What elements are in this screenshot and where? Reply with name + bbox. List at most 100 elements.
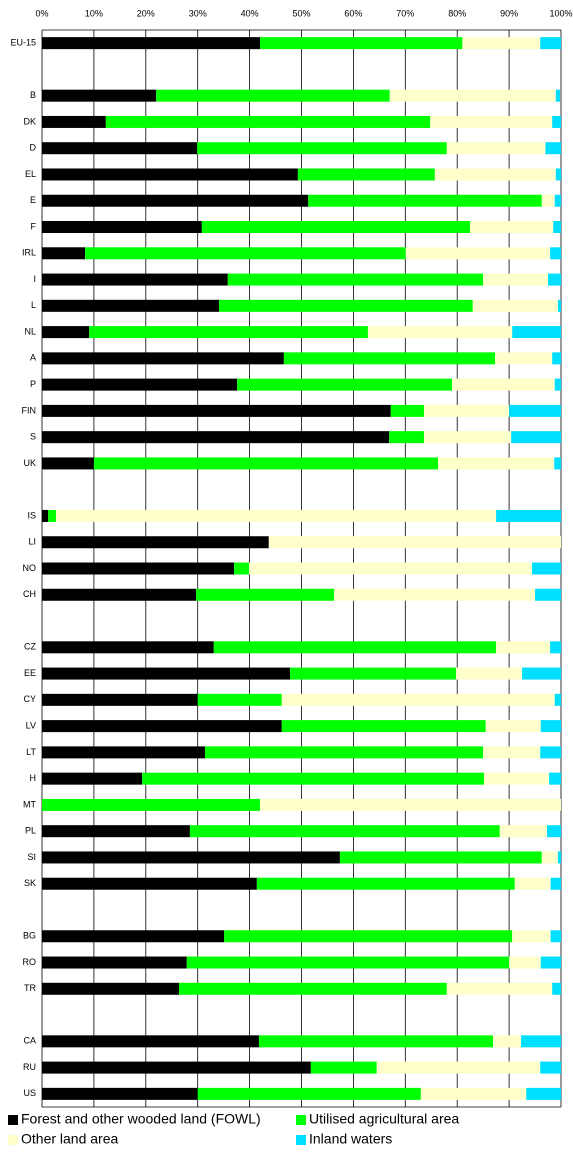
bar-segment [224,930,513,943]
bar-segment [470,221,554,234]
bar-segment [189,825,500,838]
y-tick-label: CH [23,589,36,599]
bar-segment [540,720,561,733]
y-tick-label: L [31,300,36,310]
bar-segment [42,798,260,811]
bar-segment [186,956,510,969]
bar-segment [42,37,260,50]
x-tick-label: 20% [137,8,155,18]
bar-segment [42,221,202,234]
bar-segment [85,247,406,260]
bar-segment [423,404,510,417]
bar-segment [389,89,556,102]
bar-segment [42,142,198,155]
bar-segment [472,299,558,312]
bar-segment [142,772,485,785]
bar-segment [42,404,391,417]
y-tick-label: CA [23,1036,36,1046]
y-tick-label: NO [23,563,37,573]
bar-segment [42,352,284,365]
bar-segment [42,956,187,969]
bar-segment [554,693,561,706]
y-tick-label: RU [23,1062,36,1072]
legend-swatch [8,1135,18,1145]
bar-segment [557,851,561,864]
bar-segment [42,720,282,733]
bar-segment [42,509,49,522]
bar-segment [496,641,551,654]
bar-segment [308,194,542,207]
bar-segment [552,115,561,128]
bar-segment [42,1035,259,1048]
y-tick-label: I [33,274,36,284]
bar-segment [483,273,549,286]
bar-segment [42,746,205,759]
bar-segment [509,404,561,417]
legend-swatch [296,1115,306,1125]
bar-segment [42,431,390,444]
y-tick-label: NL [24,326,36,336]
bar-segment [514,877,551,890]
x-tick-label: 100% [549,8,572,18]
y-tick-label: LV [26,720,36,730]
y-tick-label: RO [23,957,37,967]
y-tick-label: P [30,379,36,389]
x-tick-label: 70% [396,8,414,18]
bar-segment [390,404,424,417]
bar-segment [512,930,551,943]
bar-segment [452,378,555,391]
bar-segment [42,930,225,943]
legend-label: Utilised agricultural area [309,1111,459,1127]
bar-segment [437,457,555,470]
x-tick-label: 0% [35,8,48,18]
bar-segment [540,956,561,969]
bar-segment [367,326,513,339]
bar-segment [535,588,561,601]
bar-segment [42,115,106,128]
bar-segment [218,299,473,312]
bar-segment [234,562,250,575]
bar-segment [42,299,219,312]
bar-segment [389,431,424,444]
bar-segment [259,37,463,50]
bar-segment [89,326,368,339]
y-tick-label: S [30,432,36,442]
bar-segment [540,746,561,759]
bar-segment [42,588,197,601]
y-tick-label: D [30,143,37,153]
y-tick-label: EU-15 [10,38,36,48]
y-tick-label: EL [25,169,36,179]
bar-segment [197,1087,421,1100]
bar-segment [554,378,561,391]
x-tick-label: 30% [189,8,207,18]
bar-segment [42,536,269,549]
bar-segment [42,851,340,864]
bar-segment [281,720,486,733]
y-tick-label: UK [23,458,36,468]
bar-segment [204,746,484,759]
bar-segment [197,142,447,155]
y-tick-label: LT [26,747,36,757]
x-tick-label: 40% [241,8,259,18]
bar-segment [42,457,94,470]
x-tick-label: 60% [344,8,362,18]
bar-segment [430,115,553,128]
y-tick-label: A [30,353,36,363]
legend-label: Other land area [21,1131,118,1147]
legend-label: Forest and other wooded land (FOWL) [21,1111,261,1127]
bar-segment [552,352,561,365]
bar-segment [550,247,561,260]
bar-segment [256,877,515,890]
bar-segment [339,851,542,864]
bar-segment [376,1061,541,1074]
bar-segment [557,299,561,312]
bar-segment [512,326,561,339]
bar-segment [237,378,453,391]
y-tick-label: TR [24,983,36,993]
y-tick-label: MT [23,799,36,809]
y-tick-label: IRL [22,248,36,258]
bar-segment [555,168,561,181]
y-tick-label: SI [27,852,36,862]
bar-segment [548,273,561,286]
x-tick-label: 50% [292,8,310,18]
